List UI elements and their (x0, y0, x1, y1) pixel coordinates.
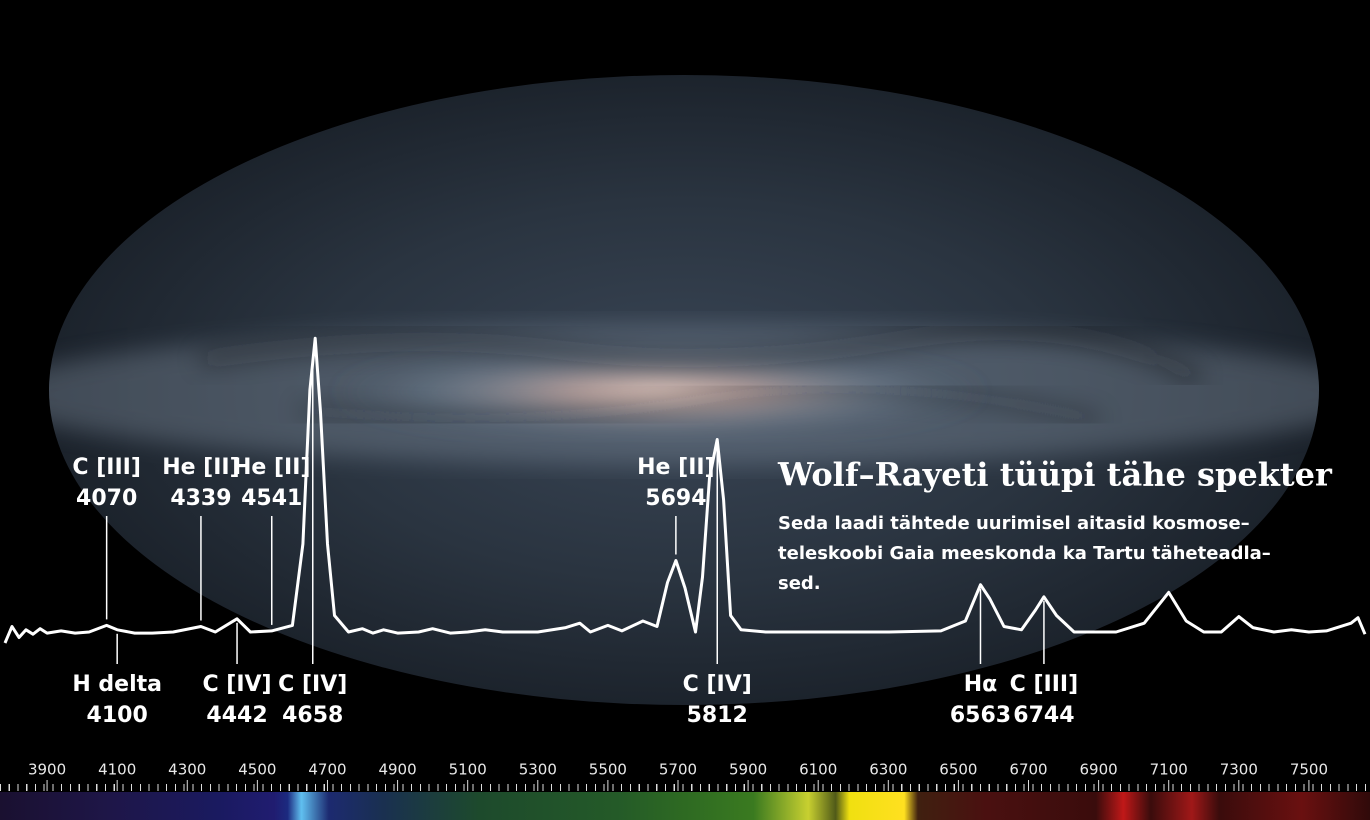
x-tick-label: 3900 (28, 761, 66, 779)
subtitle: teleskoobi Gaia meeskonda ka Tartu tähet… (778, 543, 1271, 564)
line-name: C [IV] (683, 672, 752, 697)
line-wavelength: 6563 (950, 703, 1011, 728)
line-name: He [II] (637, 455, 714, 480)
minor-ticks (0, 784, 1370, 791)
x-tick-label: 7300 (1220, 761, 1258, 779)
line-wavelength: 6744 (1013, 703, 1074, 728)
x-tick-label: 4300 (168, 761, 206, 779)
x-tick-label: 4500 (238, 761, 276, 779)
color-spectrum-bar (0, 792, 1370, 820)
x-tick-label: 6900 (1080, 761, 1118, 779)
line-wavelength: 4070 (76, 486, 137, 511)
line-wavelength: 5694 (645, 486, 706, 511)
x-tick-label: 5300 (519, 761, 557, 779)
line-name: H delta (72, 672, 162, 697)
galaxy-band (49, 325, 1319, 465)
x-tick-label: 5500 (589, 761, 627, 779)
subtitle: Seda laadi tähtede uurimisel aitasid kos… (778, 513, 1250, 534)
line-name: C [III] (72, 455, 140, 480)
line-name: C [IV] (278, 672, 347, 697)
line-name: Hα (964, 672, 998, 697)
line-wavelength: 4541 (241, 486, 302, 511)
x-tick-label: 7100 (1150, 761, 1188, 779)
x-tick-label: 7500 (1290, 761, 1328, 779)
line-wavelength: 4339 (170, 486, 231, 511)
line-wavelength: 4442 (206, 703, 267, 728)
subtitle: sed. (778, 573, 821, 594)
x-tick-label: 4700 (308, 761, 346, 779)
chart-title: Wolf–Rayeti tüüpi tähe spekter (777, 456, 1333, 494)
x-tick-label: 6700 (1009, 761, 1047, 779)
line-name: C [III] (1010, 672, 1078, 697)
x-tick-label: 4100 (98, 761, 136, 779)
line-wavelength: 4658 (282, 703, 343, 728)
line-wavelength: 5812 (687, 703, 748, 728)
line-name: C [IV] (202, 672, 271, 697)
x-tick-label: 6300 (869, 761, 907, 779)
x-tick-label: 6500 (939, 761, 977, 779)
line-name: He [II] (233, 455, 310, 480)
line-wavelength: 4100 (87, 703, 148, 728)
line-name: He [II] (162, 455, 239, 480)
x-tick-label: 5100 (449, 761, 487, 779)
x-tick-label: 4900 (378, 761, 416, 779)
x-tick-label: 5700 (659, 761, 697, 779)
x-tick-label: 5900 (729, 761, 767, 779)
spectrum-line (3, 336, 1367, 644)
x-tick-label: 6100 (799, 761, 837, 779)
